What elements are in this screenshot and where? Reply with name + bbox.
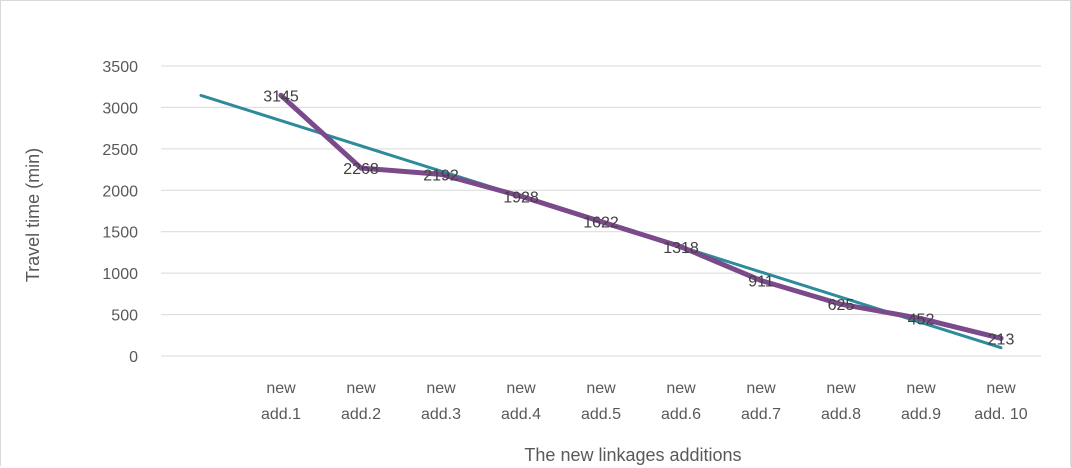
data-label: 1622	[583, 215, 619, 232]
y-tick-label: 3000	[102, 100, 138, 117]
data-label: 213	[988, 331, 1015, 348]
x-tick-label: new add.8	[821, 380, 861, 423]
data-point	[998, 335, 1004, 341]
x-tick-label-line: add.8	[821, 406, 861, 423]
series-lines	[278, 92, 1004, 341]
y-tick-label: 500	[111, 308, 138, 325]
x-tick-label-line: new	[426, 380, 456, 397]
data-labels: 3145 2268 2192 1928 1622 1318 911 625 452 213	[263, 88, 1014, 348]
y-tick-label: 1000	[102, 266, 138, 283]
x-tick-label-line: add.1	[261, 406, 301, 423]
x-tick-label-line: new	[346, 380, 376, 397]
data-label: 2192	[423, 167, 459, 184]
x-tick-label-line: new	[506, 380, 536, 397]
x-tick-label-line: add.6	[661, 406, 701, 423]
data-label: 911	[748, 274, 774, 291]
x-tick-label: new add.5	[581, 380, 621, 423]
data-label: 1928	[503, 189, 539, 206]
x-tick-label-line: new	[986, 380, 1016, 397]
y-axis-title: Travel time (min)	[23, 148, 43, 282]
x-axis-title: The new linkages additions	[524, 445, 741, 465]
y-tick-label: 2000	[102, 183, 138, 200]
x-tick-label-line: new	[586, 380, 616, 397]
data-point	[678, 244, 684, 250]
y-axis-ticks: 0 500 1000 1500 2000 2500 3000 3500	[102, 59, 138, 366]
y-tick-label: 1500	[102, 225, 138, 242]
data-point	[598, 219, 604, 225]
data-point	[918, 316, 924, 322]
x-tick-label-line: add.4	[501, 406, 541, 423]
data-label: 452	[908, 312, 935, 329]
x-tick-label: new add. 10	[974, 380, 1027, 423]
data-label: 1318	[663, 240, 699, 257]
data-point	[438, 171, 444, 177]
x-tick-label: new add.3	[421, 380, 461, 423]
data-point	[758, 278, 764, 284]
data-point	[518, 193, 524, 199]
x-tick-label-line: add.3	[421, 406, 461, 423]
data-label: 625	[828, 297, 855, 314]
x-axis-ticks: new add.1 new add.2 new add.3 new add.4 new add.5…	[261, 380, 1028, 423]
data-point	[838, 301, 844, 307]
x-tick-label: new add.6	[661, 380, 701, 423]
x-tick-label-line: new	[266, 380, 296, 397]
x-tick-label-line: new	[826, 380, 856, 397]
gridlines	[161, 65, 1041, 357]
x-tick-label-line: add.7	[741, 406, 781, 423]
data-point	[278, 92, 284, 98]
y-tick-label: 2500	[102, 142, 138, 159]
x-tick-label-line: new	[666, 380, 696, 397]
x-tick-label: new add.7	[741, 380, 781, 423]
x-tick-label-line: new	[746, 380, 776, 397]
x-tick-label: new add.1	[261, 380, 301, 423]
data-point	[358, 165, 364, 171]
x-tick-label-line: new	[906, 380, 936, 397]
x-tick-label-line: add.9	[901, 406, 941, 423]
x-tick-label: new add.2	[341, 380, 381, 423]
x-tick-label: new add.4	[501, 380, 541, 423]
y-tick-label: 3500	[102, 59, 138, 76]
data-label: 2268	[343, 161, 379, 178]
series-line	[278, 92, 1004, 341]
x-tick-label: new add.9	[901, 380, 941, 423]
x-tick-label-line: add.5	[581, 406, 621, 423]
x-tick-label-line: add. 10	[974, 406, 1027, 423]
x-tick-label-line: add.2	[341, 406, 381, 423]
y-tick-label: 0	[129, 349, 138, 366]
data-label: 3145	[263, 88, 299, 105]
